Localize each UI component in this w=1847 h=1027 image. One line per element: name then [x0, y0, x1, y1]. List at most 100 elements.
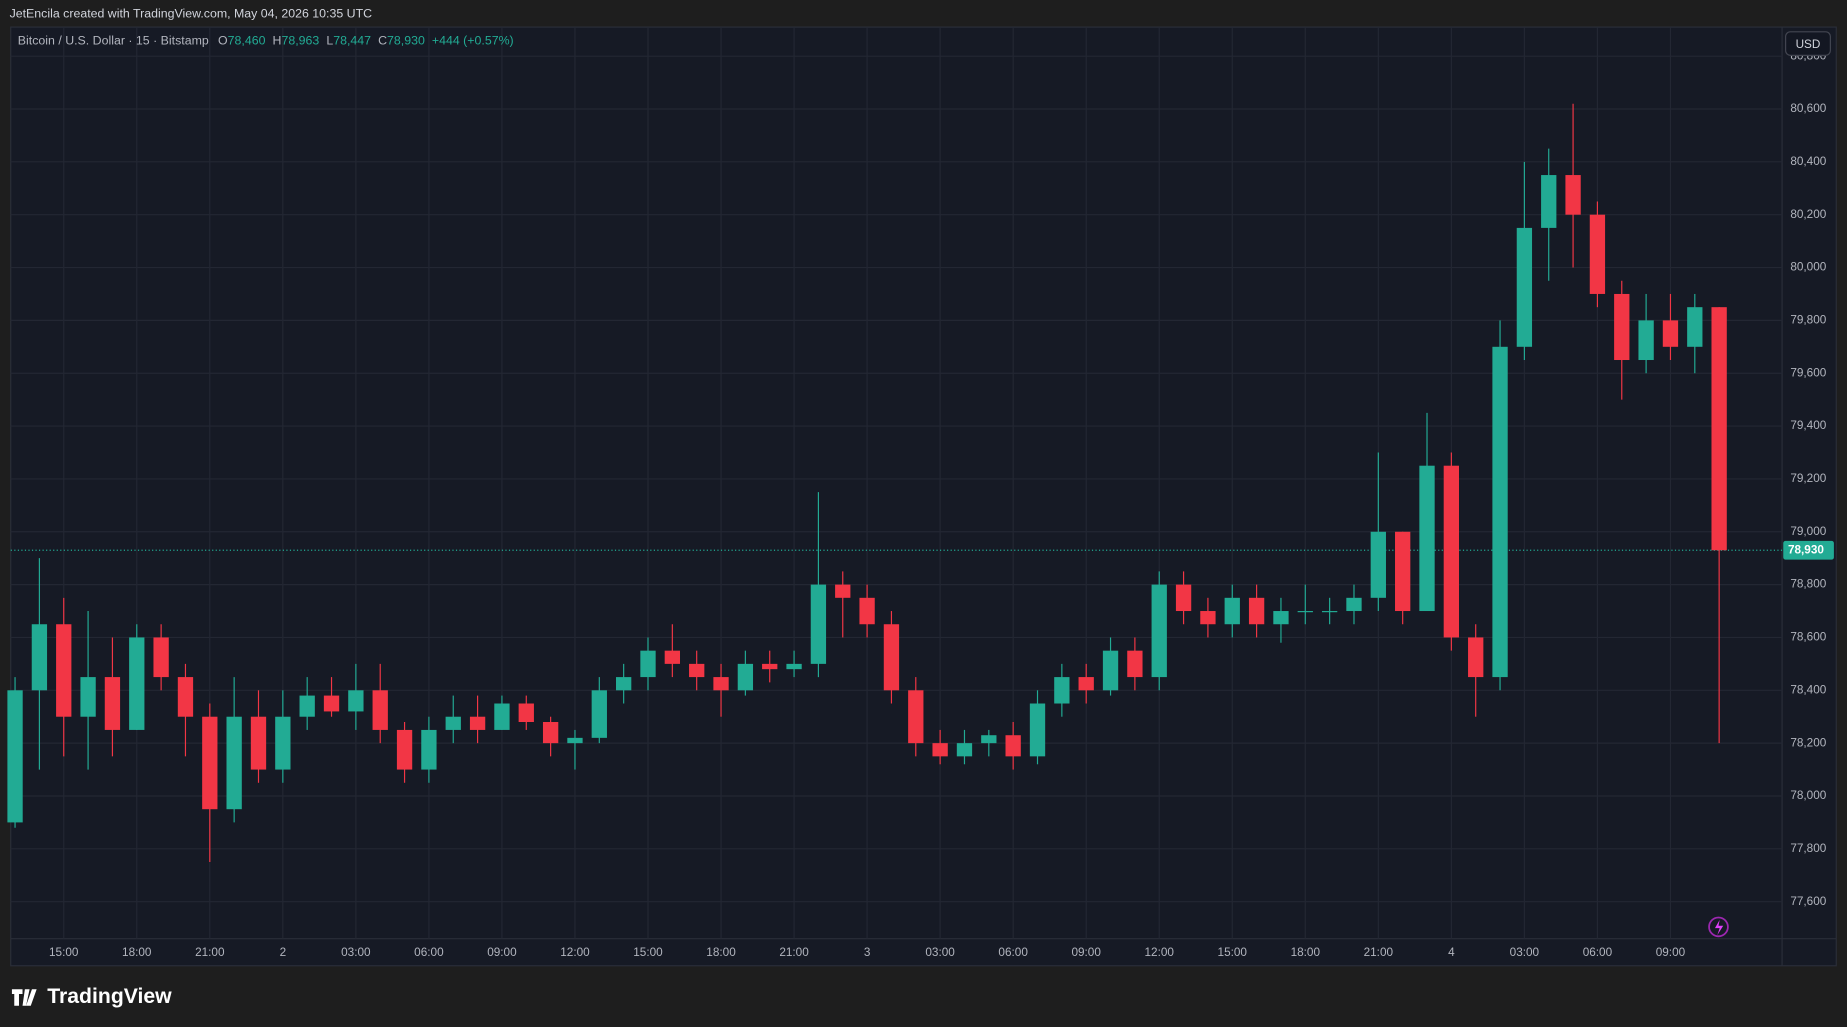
ohlc-key: H: [273, 33, 282, 47]
candle-body: [372, 690, 388, 730]
candle-body: [1054, 677, 1070, 704]
y-tick-label: 78,400: [1790, 683, 1826, 696]
chart-pane: [10, 26, 1837, 967]
y-tick-label: 79,000: [1790, 525, 1826, 538]
candle-body: [1151, 584, 1167, 678]
x-tick-label: 4: [1448, 946, 1455, 959]
candle-body: [1200, 611, 1216, 625]
y-tick-label: 80,000: [1790, 261, 1826, 274]
candle-body: [1175, 584, 1192, 612]
x-tick-label: 03:00: [1510, 946, 1540, 959]
candle-body: [1589, 214, 1606, 294]
candle-body: [956, 743, 973, 757]
change: +444 (+0.57%): [432, 33, 514, 47]
x-tick-label: 06:00: [414, 946, 444, 959]
currency-button[interactable]: [1785, 31, 1831, 56]
candle-body: [737, 663, 754, 691]
candle-body: [1443, 465, 1460, 638]
x-tick-label: 15:00: [633, 946, 663, 959]
candle-body: [396, 729, 413, 770]
candle-body: [1078, 677, 1094, 691]
snapshot-icon[interactable]: [1708, 916, 1729, 938]
candle-body: [250, 716, 267, 770]
candle-body: [1346, 597, 1362, 612]
candle-body: [1127, 650, 1143, 678]
candle-body: [1541, 175, 1557, 228]
candle-body: [1248, 597, 1265, 625]
candle-body: [469, 716, 486, 730]
candle-body: [664, 650, 680, 664]
icon-ring[interactable]: [1708, 916, 1729, 938]
logo-mark: [11, 989, 37, 1006]
x-tick-label: 2: [280, 946, 287, 959]
candle-body: [299, 695, 315, 717]
time-axis: 15:00 18:00 21:00 2 03:00 06:00 09:00 12:00 15:0…: [49, 946, 1686, 959]
candle-body: [1711, 307, 1727, 551]
ohlc-key: L: [326, 33, 333, 47]
y-tick-label: 80,600: [1790, 102, 1826, 115]
x-tick-label: 03:00: [341, 946, 371, 959]
candle-body: [1492, 346, 1508, 678]
x-tick-label: 18:00: [122, 946, 152, 959]
candle-body: [31, 624, 48, 691]
ohlc-value: 78,930: [387, 33, 425, 47]
candle-body: [1516, 227, 1533, 347]
grid: [10, 27, 1783, 939]
x-tick-label: 03:00: [925, 946, 955, 959]
candle-body: [421, 729, 437, 770]
candle-body: [1614, 293, 1630, 361]
x-tick-label: 12:00: [560, 946, 590, 959]
candle-body: [202, 716, 218, 810]
x-tick-label: 21:00: [779, 946, 809, 959]
candle-body: [445, 716, 461, 730]
candle-body: [80, 677, 96, 717]
candle-body: [1468, 637, 1484, 678]
icon-bolt[interactable]: [1714, 919, 1724, 936]
x-tick-label: 18:00: [1291, 946, 1321, 959]
candle-body: [542, 722, 559, 744]
ohlc-value: 78,963: [281, 33, 319, 47]
candle-body: [348, 690, 364, 712]
x-tick-label: 12:00: [1145, 946, 1175, 959]
candle-body: [640, 650, 656, 678]
y-tick-label: 80,200: [1790, 208, 1826, 221]
x-tick-label: 06:00: [1583, 946, 1613, 959]
candle-body: [859, 597, 875, 625]
candle-body: [1395, 531, 1411, 612]
candle-body: [1638, 320, 1654, 361]
logo: TradingView: [11, 985, 172, 1008]
symbol-title: Bitcoin / U.S. Dollar · 15 · Bitstamp: [18, 33, 209, 47]
x-tick-label: 21:00: [1364, 946, 1394, 959]
candle-body: [713, 677, 729, 691]
x-tick-label: 15:00: [49, 946, 79, 959]
y-tick-label: 79,400: [1790, 419, 1826, 432]
y-tick-label: 78,600: [1790, 631, 1826, 644]
x-tick-label: 3: [864, 946, 871, 959]
candle-body: [1102, 650, 1119, 691]
last-price-label: 78,930: [1788, 543, 1824, 556]
candles: [7, 103, 1727, 863]
ohlc-value: 78,447: [333, 33, 371, 47]
candle-body: [104, 677, 121, 730]
candle-body: [932, 743, 948, 757]
ohlc-key: O: [218, 33, 228, 47]
x-tick-label: 15:00: [1218, 946, 1248, 959]
candle-body: [1005, 735, 1021, 757]
currency-label[interactable]: USD: [1796, 38, 1821, 51]
x-tick-label: 09:00: [1071, 946, 1101, 959]
x-tick-label: 09:00: [487, 946, 517, 959]
y-tick-label: 77,600: [1790, 895, 1826, 908]
x-tick-label: 21:00: [195, 946, 225, 959]
candle-body: [1370, 531, 1386, 598]
y-tick-label: 77,800: [1790, 842, 1826, 855]
y-tick-label: 78,200: [1790, 736, 1826, 749]
candle-body: [1662, 320, 1679, 347]
candle-body: [908, 690, 924, 744]
candle-body: [275, 716, 291, 770]
x-tick-label: 09:00: [1656, 946, 1686, 959]
candle-body: [129, 637, 145, 730]
candle-body: [883, 624, 900, 691]
candle-body: [56, 624, 72, 717]
candle-body: [1029, 703, 1046, 757]
candle-body: [494, 703, 510, 730]
